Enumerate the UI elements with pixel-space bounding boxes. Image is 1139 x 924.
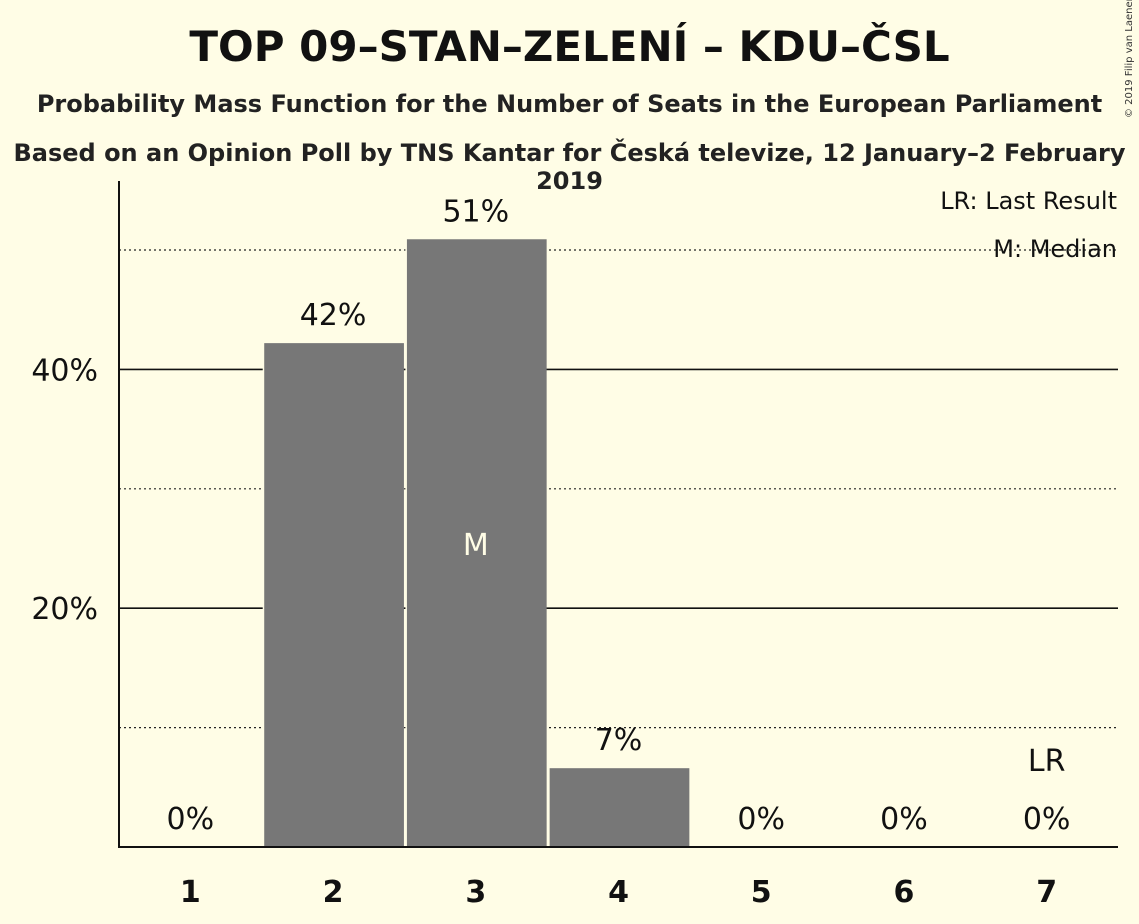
y-tick-label: 40% bbox=[31, 353, 98, 388]
bar bbox=[549, 768, 690, 847]
last-result-marker: LR bbox=[1028, 744, 1066, 779]
x-tick-label: 1 bbox=[180, 875, 201, 910]
bar-value-label: 0% bbox=[737, 802, 785, 837]
bar bbox=[406, 239, 547, 847]
y-tick-label: 20% bbox=[31, 592, 98, 627]
axis-layer bbox=[118, 181, 1118, 848]
chart-source-subtitle: Based on an Opinion Poll by TNS Kantar f… bbox=[13, 139, 1126, 195]
x-tick-label: 2 bbox=[323, 875, 344, 910]
x-tick-label: 7 bbox=[1036, 875, 1057, 910]
bar-value-label: 0% bbox=[167, 802, 215, 837]
x-tick-label: 4 bbox=[608, 875, 629, 910]
bar bbox=[264, 343, 404, 847]
chart-title: TOP 09–STAN–ZELENÍ – KDU–ČSL bbox=[189, 22, 950, 71]
legend-item-last-result: LR: Last Result bbox=[940, 187, 1117, 215]
bar-value-label: 51% bbox=[442, 194, 509, 229]
x-tick-label: 5 bbox=[751, 875, 772, 910]
legend: LR: Last Result M: Median bbox=[940, 187, 1117, 263]
bar-value-label: 42% bbox=[300, 298, 367, 333]
chart-subtitle: Probability Mass Function for the Number… bbox=[36, 90, 1103, 118]
median-marker: M bbox=[463, 528, 489, 563]
bar-value-label: 0% bbox=[1023, 802, 1071, 837]
legend-item-median: M: Median bbox=[993, 235, 1117, 263]
x-tick-label: 6 bbox=[893, 875, 914, 910]
x-tick-label: 3 bbox=[465, 875, 486, 910]
bar-value-label: 0% bbox=[880, 802, 928, 837]
bar-layer bbox=[262, 235, 690, 847]
bar-value-label: 7% bbox=[595, 723, 643, 758]
